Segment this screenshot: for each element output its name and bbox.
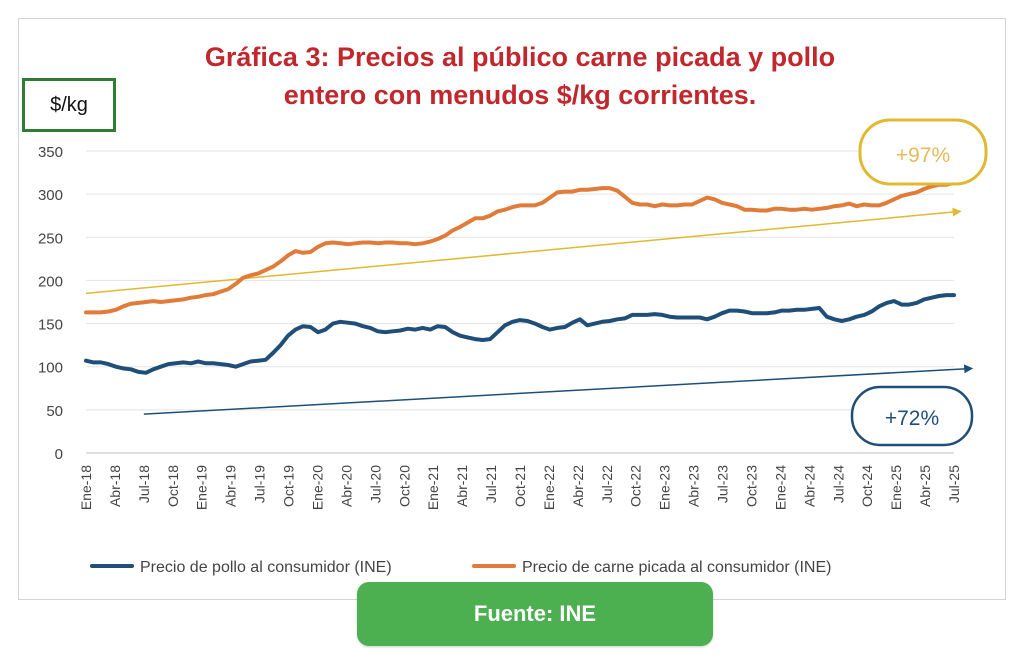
gridlines — [86, 150, 954, 454]
chart-title-line1: Gráfica 3: Precios al público carne pica… — [204, 42, 836, 72]
x-tick-label: Abr-23 — [686, 465, 702, 507]
x-tick-label: Abr-20 — [338, 465, 354, 507]
x-tick-label: Oct-22 — [628, 465, 644, 507]
unit-label: $/kg — [22, 78, 116, 132]
trend-arrow — [143, 364, 974, 415]
x-tick-label: Oct-24 — [859, 465, 875, 507]
x-tick-label: Jul-20 — [367, 465, 383, 503]
x-tick-label: Jul-18 — [136, 465, 152, 503]
source-badge: Fuente: INE — [357, 582, 713, 646]
y-tick-label: 250 — [38, 230, 63, 247]
x-tick-label: Ene-18 — [78, 465, 94, 510]
x-tick-label: Oct-20 — [396, 465, 412, 507]
y-tick-label: 150 — [38, 317, 63, 334]
x-tick-label: Jul-23 — [715, 465, 731, 503]
y-tick-label: 300 — [38, 187, 63, 204]
x-tick-label: Jul-22 — [599, 465, 615, 503]
y-tick-label: 100 — [38, 360, 63, 377]
x-tick-label: Oct-18 — [165, 465, 181, 507]
y-tick-label: 0 — [55, 446, 63, 463]
x-tick-label: Oct-19 — [281, 465, 297, 507]
x-tick-label: Oct-21 — [512, 465, 528, 507]
x-tick-label: Abr-18 — [107, 465, 123, 507]
series-lines — [84, 180, 956, 375]
y-tick-label: 350 — [38, 144, 63, 161]
x-tick-label: Jul-25 — [946, 465, 962, 503]
x-tick-label: Ene-23 — [657, 465, 673, 510]
x-tick-label: Ene-19 — [194, 465, 210, 510]
legend: Precio de pollo al consumidor (INE) Preci… — [90, 559, 831, 576]
y-tick-label: 50 — [46, 403, 63, 420]
x-tick-label: Ene-25 — [888, 465, 904, 510]
x-tick-label: Ene-22 — [541, 465, 557, 510]
annotations: +97% +72% — [850, 118, 988, 447]
x-tick-label: Jul-21 — [483, 465, 499, 503]
x-tick-label: Abr-21 — [454, 465, 470, 507]
x-tick-label: Abr-24 — [801, 465, 817, 507]
x-tick-label: Abr-22 — [570, 465, 586, 507]
annotation-label-carne: +97% — [896, 144, 950, 167]
annotation-bubble — [858, 118, 988, 186]
series-line-pollo — [84, 293, 956, 375]
chart-title: Gráfica 3: Precios al público carne pica… — [120, 38, 920, 114]
y-tick-labels: 0 50 100 150 200 250 300 350 — [38, 144, 63, 463]
x-tick-label: Ene-20 — [309, 465, 325, 510]
annotation-bubble — [850, 385, 974, 447]
legend-label: Precio de pollo al consumidor (INE) — [140, 559, 392, 576]
chart-title-line2: entero con menudos $/kg corrientes. — [283, 80, 757, 110]
chart-frame — [18, 18, 1006, 600]
x-tick-label: Abr-25 — [917, 465, 933, 507]
legend-label: Precio de carne picada al consumidor (IN… — [522, 559, 831, 576]
x-tick-label: Abr-19 — [223, 465, 239, 507]
x-tick-labels: Ene-18 Abr-18 Jul-18 Oct-18 Ene-19 Abr-19 Jul-… — [78, 465, 962, 510]
x-tick-label: Ene-21 — [425, 465, 441, 510]
series-line-carne — [84, 180, 956, 315]
trend-arrow — [85, 207, 962, 295]
x-tick-label: Oct-23 — [743, 465, 759, 507]
y-tick-label: 200 — [38, 273, 63, 290]
x-tick-label: Jul-24 — [830, 465, 846, 503]
trend-arrows — [85, 207, 974, 415]
x-tick-label: Jul-19 — [252, 465, 268, 503]
annotation-label-pollo: +72% — [885, 407, 939, 430]
x-tick-label: Ene-24 — [772, 465, 788, 510]
